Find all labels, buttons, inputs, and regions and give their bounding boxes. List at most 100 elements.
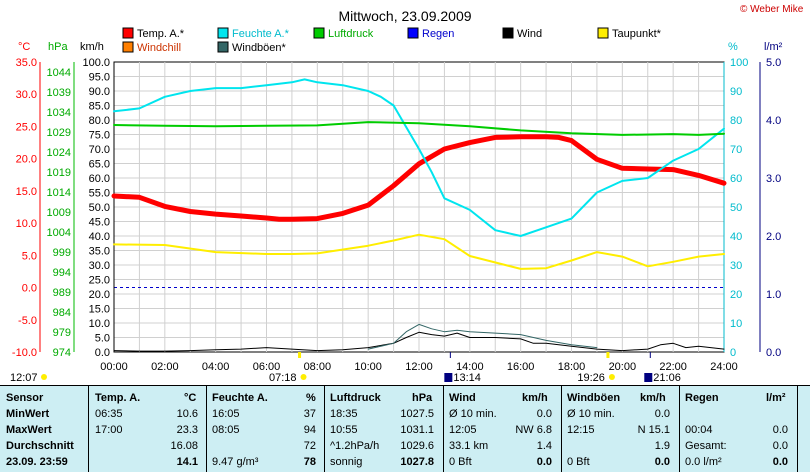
press-tick: 999 bbox=[53, 247, 71, 259]
wind-tick: 25.0 bbox=[89, 275, 110, 287]
gust-cell-value: N 15.1 bbox=[637, 424, 670, 436]
chart-title: Mittwoch, 23.09.2009 bbox=[338, 8, 471, 24]
legend-swatch bbox=[122, 41, 134, 53]
header-row: Sensor Temp. A. °C Feuchte A. % Luftdruc… bbox=[0, 390, 810, 406]
wind-tick: 65.0 bbox=[89, 159, 110, 171]
hum-tick: 80 bbox=[730, 115, 742, 127]
rain-tick: 3.0 bbox=[766, 173, 781, 185]
series bbox=[111, 78, 727, 352]
grid bbox=[113, 61, 725, 353]
temp-tick: 25.0 bbox=[16, 121, 37, 133]
time-tick: 16:00 bbox=[507, 361, 535, 373]
wind-tick: 100.0 bbox=[82, 57, 110, 69]
sun-marker-label: 12:07 bbox=[10, 372, 38, 384]
legend-label: Regen bbox=[422, 28, 454, 40]
time-tick: 18:00 bbox=[558, 361, 586, 373]
credit-text[interactable]: © Weber Mike bbox=[740, 4, 804, 15]
legend-label: Luftdruck bbox=[328, 28, 374, 40]
temp-cell-label: 06:35 bbox=[95, 408, 123, 420]
wind-tick: 50.0 bbox=[89, 202, 110, 214]
temp-tick: 10.0 bbox=[16, 218, 37, 230]
wind-tick: 85.0 bbox=[89, 101, 110, 113]
series-taupunkt bbox=[113, 233, 725, 270]
temp-tick: 5.0 bbox=[22, 250, 37, 262]
press-tick: 984 bbox=[53, 307, 71, 319]
wind-tick: 10.0 bbox=[89, 318, 110, 330]
wind-tick: 0.0 bbox=[95, 347, 110, 359]
gust-cell-value: 0.0 bbox=[654, 456, 670, 468]
press-tick: 1009 bbox=[47, 207, 71, 219]
hum-tick: 20 bbox=[730, 289, 742, 301]
hum-tick: 100 bbox=[730, 57, 748, 69]
press-cell-value: 1027.8 bbox=[400, 456, 434, 468]
press-tick: 1004 bbox=[47, 227, 71, 239]
wind-tick: 30.0 bbox=[89, 260, 110, 272]
legend-swatch bbox=[407, 27, 419, 39]
wind-cell-value: 1.4 bbox=[536, 440, 552, 452]
hum-tick: 50 bbox=[730, 202, 742, 214]
hum-tick: 30 bbox=[730, 260, 742, 272]
time-tick: 22:00 bbox=[659, 361, 687, 373]
wind-tick: 75.0 bbox=[89, 130, 110, 142]
hum-cell-value: 72 bbox=[303, 440, 316, 452]
legend-swatch bbox=[313, 27, 325, 39]
temp-header: Temp. A. bbox=[95, 392, 141, 404]
wind-tick: 70.0 bbox=[89, 144, 110, 156]
sunset-label: 19:26 bbox=[577, 372, 605, 384]
press-tick: 1014 bbox=[47, 187, 71, 199]
press-unit: hPa bbox=[412, 392, 433, 404]
press-tick: 1019 bbox=[47, 167, 71, 179]
wind-tick: 35.0 bbox=[89, 246, 110, 258]
temp-tick: -10.0 bbox=[12, 347, 37, 359]
temp-tick: 0.0 bbox=[22, 283, 37, 295]
press-cell-label: 18:35 bbox=[330, 408, 358, 420]
rain-cell-value: 0.0 bbox=[772, 424, 788, 436]
rain-header: Regen bbox=[685, 392, 719, 404]
gust-cell-label: 0 Bft bbox=[567, 456, 590, 468]
hum-tick: 60 bbox=[730, 173, 742, 185]
row-label: Durchschnitt bbox=[6, 440, 74, 452]
hum-unit-label: % bbox=[728, 41, 738, 53]
moon-icon bbox=[444, 373, 453, 382]
hum-tick: 40 bbox=[730, 231, 742, 243]
legend-swatch bbox=[217, 41, 229, 53]
wind-unit-label: km/h bbox=[80, 41, 104, 53]
press-header: Luftdruck bbox=[330, 392, 381, 404]
rain-cell-value: 0.0 bbox=[772, 456, 788, 468]
sunrise-label: 07:18 bbox=[269, 372, 297, 384]
sun-moon-markers: 12:07 07:18 19:26 13:14 21:06 bbox=[10, 352, 681, 384]
press-unit-label: hPa bbox=[48, 41, 68, 53]
rain-cell-label: 0.0 l/m² bbox=[685, 456, 722, 468]
time-tick: 06:00 bbox=[253, 361, 281, 373]
press-cell-value: 1031.1 bbox=[400, 424, 434, 436]
hum-cell-label: 08:05 bbox=[212, 424, 240, 436]
gust-cell-label: 12:15 bbox=[567, 424, 595, 436]
temp-cell-label: 17:00 bbox=[95, 424, 123, 436]
time-tick: 24:00 bbox=[710, 361, 738, 373]
temp-unit-label: °C bbox=[18, 41, 30, 53]
press-cell-label: 10:55 bbox=[330, 424, 358, 436]
press-tick: 989 bbox=[53, 287, 71, 299]
sun-icon bbox=[41, 374, 47, 380]
wind-tick: 95.0 bbox=[89, 72, 110, 84]
hum-tick: 90 bbox=[730, 86, 742, 98]
legend-label: Temp. A.* bbox=[137, 28, 185, 40]
hum-cell-value: 37 bbox=[303, 408, 316, 420]
table-row: MaxWert 17:00 23.3 08:05 94 10:55 1031.1 12:05 N… bbox=[0, 422, 810, 438]
time-tick: 10:00 bbox=[354, 361, 382, 373]
press-cell-value: 1029.6 bbox=[400, 440, 434, 452]
time-tick: 00:00 bbox=[100, 361, 128, 373]
temp-tick: 30.0 bbox=[16, 89, 37, 101]
press-cell-label: sonnig bbox=[330, 456, 363, 468]
wind-tick: 40.0 bbox=[89, 231, 110, 243]
hum-cell-value: 94 bbox=[303, 424, 316, 436]
wind-unit: km/h bbox=[522, 392, 548, 404]
wind-tick: 15.0 bbox=[89, 304, 110, 316]
moon-icon bbox=[644, 373, 653, 382]
sun-icon bbox=[608, 374, 615, 380]
hum-header: Feuchte A. bbox=[212, 392, 268, 404]
temp-tick: 20.0 bbox=[16, 154, 37, 166]
rain-cell-label: Gesamt: bbox=[685, 440, 727, 452]
press-tick: 1034 bbox=[47, 107, 71, 119]
press-tick: 974 bbox=[53, 347, 71, 359]
